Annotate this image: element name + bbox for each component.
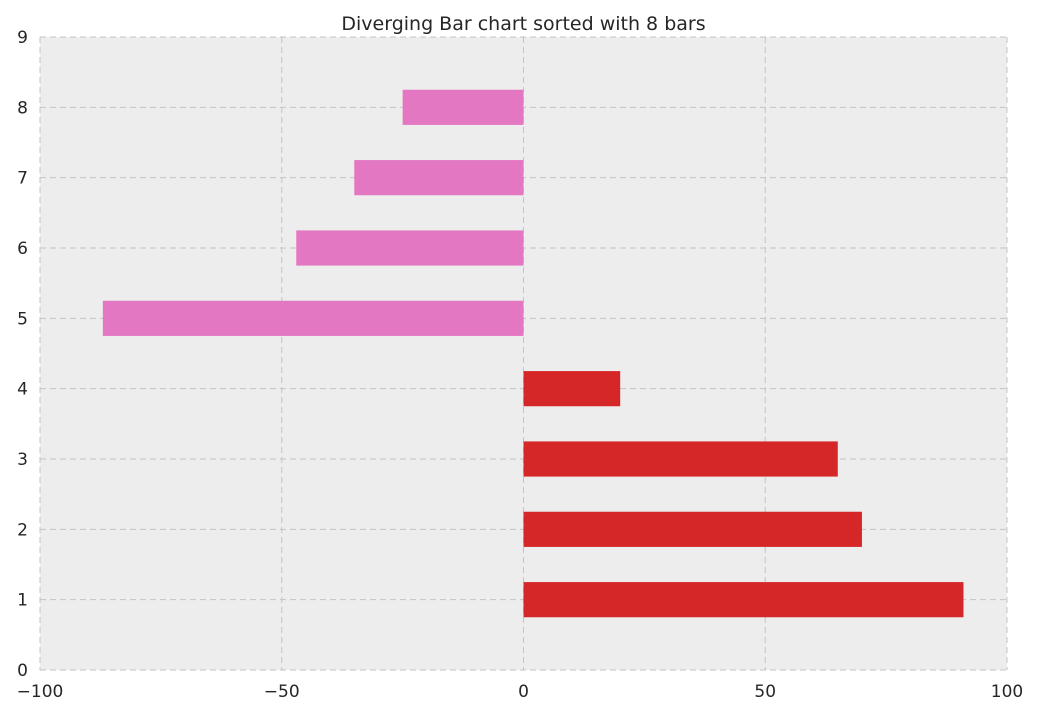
y-axis-ticks: 0 1 2 3 4 5 6 7 8 9 xyxy=(17,28,28,681)
y-tick-label: 4 xyxy=(17,380,28,400)
bar-3 xyxy=(523,441,838,477)
bar-6 xyxy=(296,230,524,266)
bar-2 xyxy=(523,511,862,547)
y-tick-label: 6 xyxy=(17,239,28,259)
bars xyxy=(102,89,964,618)
x-tick-label: −100 xyxy=(17,682,64,702)
x-tick-label: 100 xyxy=(991,682,1023,702)
x-tick-label: 0 xyxy=(518,682,529,702)
bar-5 xyxy=(102,300,524,336)
x-tick-label: 50 xyxy=(754,682,776,702)
bar-8 xyxy=(402,89,524,125)
x-axis-ticks: −100 −50 0 50 100 xyxy=(17,682,1024,702)
y-tick-label: 1 xyxy=(17,591,28,611)
chart-title: Diverging Bar chart sorted with 8 bars xyxy=(341,13,705,35)
bar-4 xyxy=(523,371,621,407)
y-tick-label: 9 xyxy=(17,28,28,48)
y-tick-label: 8 xyxy=(17,98,28,118)
y-tick-label: 0 xyxy=(17,661,28,681)
y-tick-label: 2 xyxy=(17,520,28,540)
bar-1 xyxy=(523,582,964,618)
y-tick-label: 3 xyxy=(17,450,28,470)
y-tick-label: 7 xyxy=(17,169,28,189)
bar-7 xyxy=(354,160,524,196)
y-tick-label: 5 xyxy=(17,309,28,329)
x-tick-label: −50 xyxy=(264,682,300,702)
